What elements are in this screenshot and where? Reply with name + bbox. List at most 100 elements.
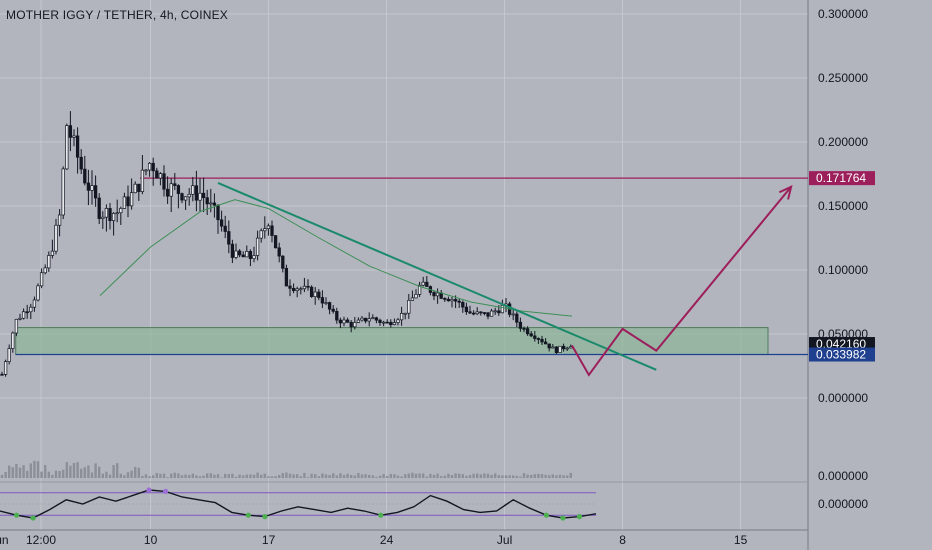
- volume-bar: [418, 473, 421, 478]
- candle-body: [75, 135, 80, 158]
- candle-body: [219, 219, 224, 227]
- volume-bar: [263, 473, 266, 478]
- candle-body: [248, 251, 253, 259]
- volume-bar: [29, 463, 32, 478]
- candle-body: [421, 281, 425, 286]
- volume-bar: [195, 475, 198, 478]
- volume-bar: [292, 474, 295, 478]
- volume-bar: [346, 473, 349, 478]
- candle-body: [464, 306, 469, 313]
- volume-bar: [4, 471, 7, 478]
- candle-body: [151, 162, 155, 172]
- candle-body: [25, 311, 29, 314]
- volume-bar: [468, 475, 472, 478]
- volume-bar: [425, 476, 428, 478]
- volume-bar: [522, 473, 526, 478]
- candle-body: [198, 192, 202, 201]
- candle-body: [554, 346, 559, 353]
- candle-body: [137, 183, 141, 192]
- price-tick-label: 0.100000: [818, 263, 868, 277]
- candle-body: [367, 318, 371, 322]
- candle-body: [306, 285, 310, 288]
- volume-bar: [490, 474, 493, 478]
- volume-bar: [310, 473, 313, 478]
- candle-body: [435, 292, 440, 297]
- candle-body: [18, 317, 22, 320]
- candle-body: [54, 224, 58, 252]
- volume-bar: [238, 474, 241, 478]
- volume-bar: [65, 462, 68, 478]
- volume-bar: [324, 474, 328, 478]
- candle-body: [277, 247, 281, 257]
- candle-body: [86, 182, 91, 191]
- volume-bar: [548, 475, 551, 478]
- volume-bar: [335, 475, 338, 478]
- volume-bar: [454, 473, 457, 478]
- candle-body: [7, 348, 11, 363]
- volume-bar: [285, 472, 288, 478]
- candle-body: [281, 255, 285, 269]
- volume-bar: [494, 473, 497, 478]
- volume-bar: [270, 476, 274, 478]
- candle-body: [3, 361, 8, 375]
- candle-body: [194, 185, 199, 201]
- candle-body: [212, 202, 217, 206]
- candle-body: [273, 235, 278, 249]
- volume-bar: [400, 476, 403, 478]
- volume-bar: [519, 476, 522, 478]
- oscillator-signal-dot: [146, 487, 152, 493]
- volume-bar: [393, 474, 396, 478]
- candle-body: [489, 310, 494, 317]
- volume-bar: [378, 475, 382, 478]
- candle-body: [453, 299, 458, 302]
- candle-body: [331, 308, 335, 312]
- candle-body: [61, 168, 65, 216]
- candle-body: [327, 302, 332, 310]
- volume-bar: [11, 467, 14, 478]
- volume-bar: [112, 465, 115, 478]
- time-tick-label: Jul: [497, 533, 512, 547]
- volume-bar: [440, 476, 443, 478]
- volume-bar: [144, 474, 148, 478]
- support-price-badge: [809, 347, 875, 362]
- candle-body: [79, 156, 83, 170]
- candle-body: [83, 168, 87, 184]
- volume-bar: [224, 473, 227, 478]
- candle-body: [371, 317, 375, 320]
- volume-bar: [209, 473, 212, 478]
- candle-body: [511, 313, 515, 316]
- volume-bar: [51, 474, 54, 478]
- volume-bar: [375, 476, 378, 478]
- volume-bar: [450, 475, 454, 478]
- oscillator-signal-dot: [576, 514, 583, 520]
- volume-bar: [0, 474, 4, 478]
- candle-body: [414, 293, 418, 299]
- volume-bar: [461, 474, 464, 478]
- projection-arrowhead: [778, 185, 793, 200]
- volume-bar: [512, 475, 515, 478]
- candle-body: [209, 202, 213, 205]
- volume-bar: [472, 473, 475, 478]
- volume-bar: [69, 465, 72, 478]
- candle-body: [317, 291, 321, 298]
- volume-bar: [141, 475, 144, 478]
- candle-body: [389, 321, 393, 325]
- volume-bar: [202, 475, 205, 478]
- volume-bar: [288, 473, 292, 478]
- volume-bar: [155, 473, 158, 478]
- volume-bar: [47, 471, 50, 478]
- volume-bar: [220, 477, 223, 478]
- candle-body: [353, 322, 357, 328]
- volume-bar: [321, 473, 324, 478]
- volume-bar: [404, 474, 407, 478]
- indicator-tick-label: 0.000000: [818, 497, 868, 511]
- volume-bar: [432, 474, 436, 478]
- oscillator-signal-dot: [378, 512, 384, 518]
- candle-body: [345, 319, 350, 323]
- volume-bar: [360, 474, 364, 478]
- volume-bar: [76, 462, 79, 478]
- oscillator-signal-dot: [262, 514, 268, 520]
- volume-bar: [465, 475, 468, 478]
- candle-body: [72, 135, 76, 138]
